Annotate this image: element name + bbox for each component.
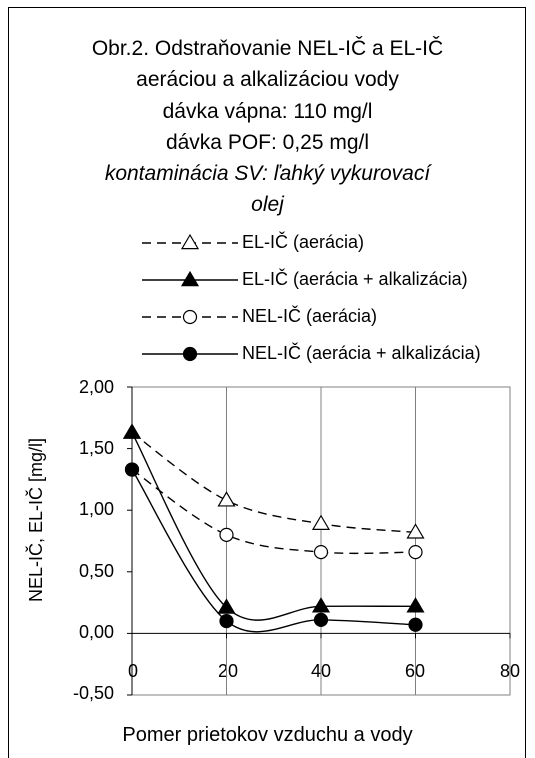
y-tick-label: -0,50 (72, 683, 114, 703)
legend-label-el-aeracia: EL-IČ (aerácia) (242, 232, 365, 252)
x-axis-label: Pomer prietokov vzduchu a vody (122, 724, 413, 746)
y-tick-label: 0,50 (78, 561, 114, 581)
legend-marker-nel-aeracia (182, 309, 198, 325)
legend-marker-el-aeracia-alkalizacia (180, 270, 200, 287)
x-tick-label: 20 (217, 661, 239, 681)
chart-title-line-1: Obr.2. Odstraňovanie NEL-IČ a EL-IČ (91, 37, 444, 60)
legend-marker-el-aeracia (180, 233, 200, 250)
data-point-el-aeracia (311, 514, 331, 530)
data-point-el-aeracia-alkalizacia (406, 597, 425, 613)
chart-title-line-2: aeráciou a alkalizáciou vody (136, 68, 399, 91)
data-point-el-aeracia-alkalizacia (217, 598, 236, 614)
y-tick-label: 0,00 (78, 622, 114, 642)
x-tick-label: 0 (127, 661, 138, 681)
series-line-el-aeracia-alkalizacia (131, 432, 416, 621)
series-line-nel-aeracia-alkalizacia (131, 469, 416, 633)
legend-label-nel-aeracia: NEL-IČ (aerácia) (242, 306, 378, 326)
chart-frame (8, 7, 526, 758)
data-point-el-aeracia-alkalizacia (311, 597, 331, 613)
chart-title-line-4: dávka POF: 0,25 mg/l (165, 131, 370, 154)
data-point-nel-aeracia-alkalizacia (219, 613, 234, 629)
data-point-nel-aeracia (408, 544, 423, 560)
data-point-nel-aeracia-alkalizacia (313, 612, 329, 627)
chart-title-line-3: dávka vápna: 110 mg/l (162, 100, 373, 123)
data-point-nel-aeracia (313, 544, 329, 560)
data-point-nel-aeracia (219, 527, 234, 542)
y-tick-label: 2,00 (78, 377, 114, 397)
data-point-el-aeracia-alkalizacia (122, 423, 142, 439)
legend-label-el-aeracia-alkalizacia: EL-IČ (aerácia + alkalizácia) (242, 269, 468, 289)
data-point-el-aeracia (406, 523, 425, 539)
series-line-nel-aeracia (131, 468, 416, 555)
series-line-el-aeracia (131, 432, 416, 534)
y-tick-label: 1,00 (78, 499, 114, 519)
data-point-nel-aeracia-alkalizacia (408, 617, 423, 632)
chart-title-line-6: olej (251, 193, 284, 216)
chart-title-line-5: kontaminácia SV: ľahký vykurovací (104, 162, 431, 185)
y-tick-label: 1,50 (78, 438, 114, 458)
data-point-nel-aeracia-alkalizacia (124, 462, 140, 477)
legend-marker-nel-aeracia-alkalizacia (182, 346, 198, 362)
legend-label-nel-aeracia-alkalizacia: NEL-IČ (aerácia + alkalizácia) (242, 343, 481, 363)
data-point-el-aeracia (217, 491, 236, 507)
